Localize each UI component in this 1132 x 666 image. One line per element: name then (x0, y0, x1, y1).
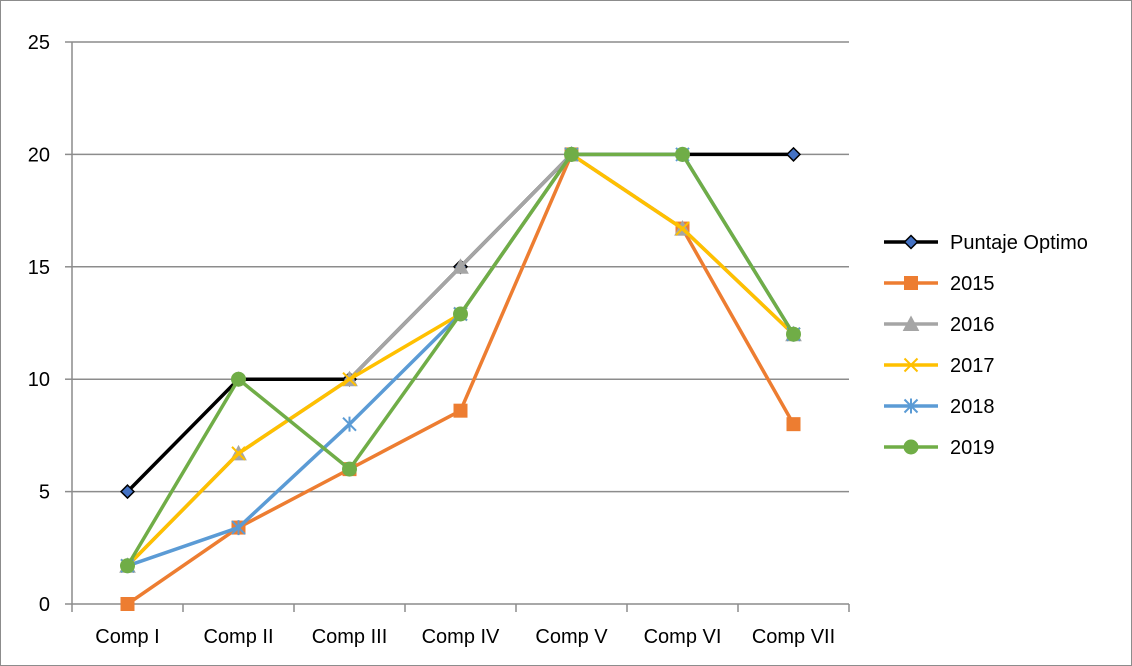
x-tick-label: Comp VII (752, 626, 835, 648)
x-tick-label: Comp VI (644, 626, 722, 648)
data-point-marker (786, 326, 801, 342)
data-point-marker (231, 371, 246, 387)
x-tick-label: Comp III (312, 626, 388, 648)
series-line (126, 152, 794, 493)
legend-item: Puntaje Optimo (884, 232, 1088, 254)
data-point-marker (785, 146, 802, 162)
x-axis-tick-labels: Comp I Comp II Comp III Comp IV Comp V Comp V… (95, 626, 835, 648)
data-point-marker (675, 221, 690, 236)
y-tick-label: 25 (28, 32, 50, 54)
series-line (126, 152, 795, 568)
x-tick-label: Comp I (95, 626, 159, 648)
data-point-marker (342, 371, 357, 387)
legend-label: 2018 (950, 396, 995, 418)
series-line (126, 152, 795, 568)
data-point-marker (452, 258, 469, 274)
data-point-marker (903, 357, 919, 373)
legend-label: 2015 (950, 273, 995, 295)
x-tick-label: Comp IV (422, 626, 500, 648)
legend-item: 2015 (884, 273, 995, 295)
x-tick-label: Comp V (535, 626, 608, 648)
data-point-marker (904, 276, 918, 290)
data-point-marker (120, 558, 135, 574)
data-point-marker (903, 439, 919, 455)
data-point-marker (786, 417, 801, 432)
legend-label: 2016 (950, 314, 995, 336)
series-2017 (120, 147, 801, 573)
data-point-marker (453, 403, 468, 418)
series-2016 (119, 145, 802, 573)
data-point-marker (902, 315, 920, 331)
y-tick-label: 15 (28, 257, 50, 279)
series-line (126, 152, 795, 568)
series-2019 (120, 146, 801, 574)
y-tick-label: 10 (28, 369, 50, 391)
data-point-marker (342, 416, 357, 432)
y-axis-tick-labels: 0 5 10 15 20 25 (28, 32, 50, 616)
data-point-marker (120, 597, 135, 611)
data-point-marker (564, 146, 579, 162)
legend-item: 2018 (884, 396, 995, 418)
y-tick-label: 5 (39, 482, 50, 504)
data-point-marker (231, 446, 246, 461)
data-point-marker (675, 146, 690, 162)
data-point-marker (453, 306, 468, 322)
y-tick-label: 0 (39, 594, 50, 616)
legend: Puntaje Optimo 2015 2016 2017 2018 2019 (884, 232, 1088, 459)
data-point-marker (231, 520, 246, 536)
legend-label: Puntaje Optimo (950, 232, 1088, 254)
series-puntaje-optimo (119, 146, 802, 500)
legend-label: 2019 (950, 437, 995, 459)
legend-label: 2017 (950, 355, 995, 377)
y-tick-label: 20 (28, 144, 50, 166)
series-2018 (120, 146, 801, 574)
series-line (125, 152, 795, 567)
data-point-marker (342, 461, 357, 477)
axes (65, 41, 850, 612)
series-group (119, 145, 802, 611)
data-point-marker (119, 484, 136, 500)
legend-item: 2016 (884, 314, 995, 336)
legend-item: 2017 (884, 355, 995, 377)
data-point-marker (903, 234, 919, 250)
data-point-marker (903, 398, 919, 414)
x-tick-label: Comp II (203, 626, 273, 648)
legend-item: 2019 (884, 437, 995, 459)
